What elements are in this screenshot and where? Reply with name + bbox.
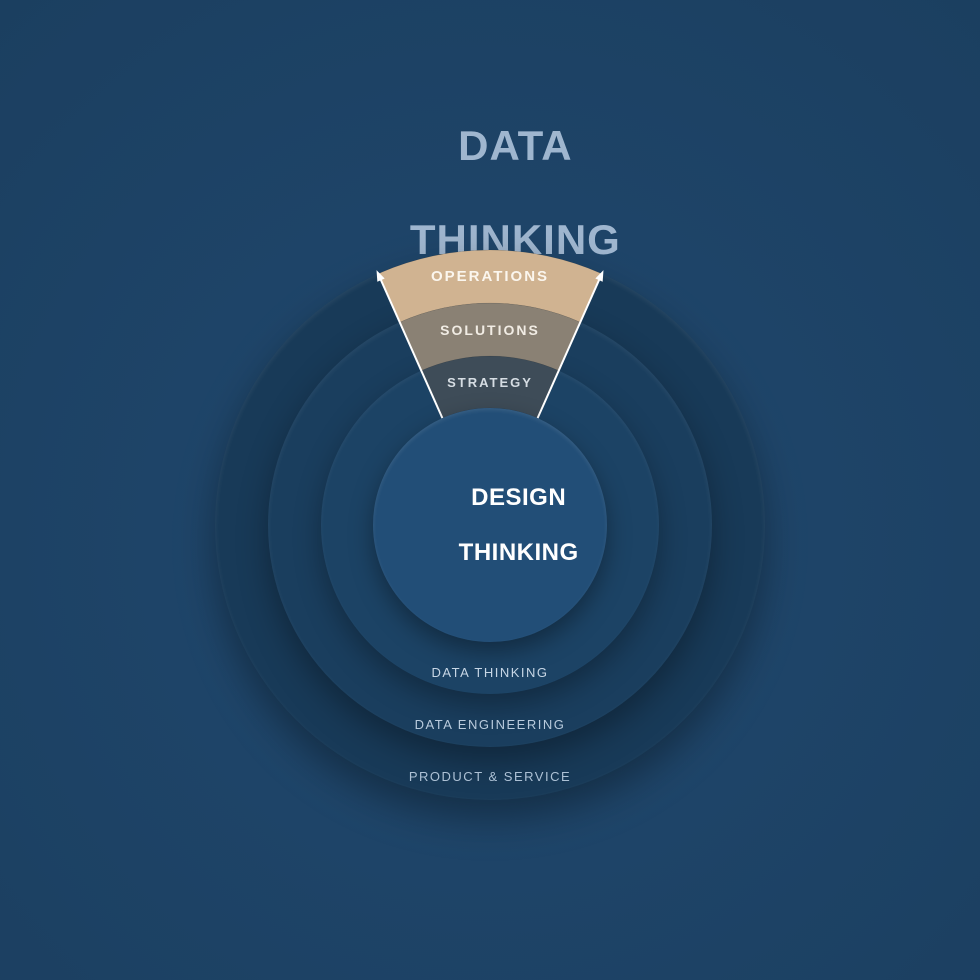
wedge-label-strategy: STRATEGY [447, 375, 533, 390]
bottom-label-inner: DATA THINKING [431, 665, 548, 680]
center-circle: DESIGN THINKING [373, 408, 607, 642]
center-label-line2: THINKING [459, 539, 579, 566]
bottom-label-mid: DATA ENGINEERING [415, 717, 566, 732]
center-label-line1: DESIGN [471, 484, 566, 511]
wedge-label-solutions: SOLUTIONS [440, 322, 540, 338]
wedge-label-operations: OPERATIONS [431, 268, 549, 285]
center-label: DESIGN THINKING [401, 456, 578, 594]
bottom-label-outer: PRODUCT & SERVICE [409, 769, 571, 784]
concentric-diagram: DESIGN THINKING DATA THINKING DATA ENGIN… [140, 175, 840, 875]
canvas: DATA THINKING DESIGN THINKING DATA THINK… [0, 0, 980, 980]
title-line1: DATA [458, 122, 572, 169]
